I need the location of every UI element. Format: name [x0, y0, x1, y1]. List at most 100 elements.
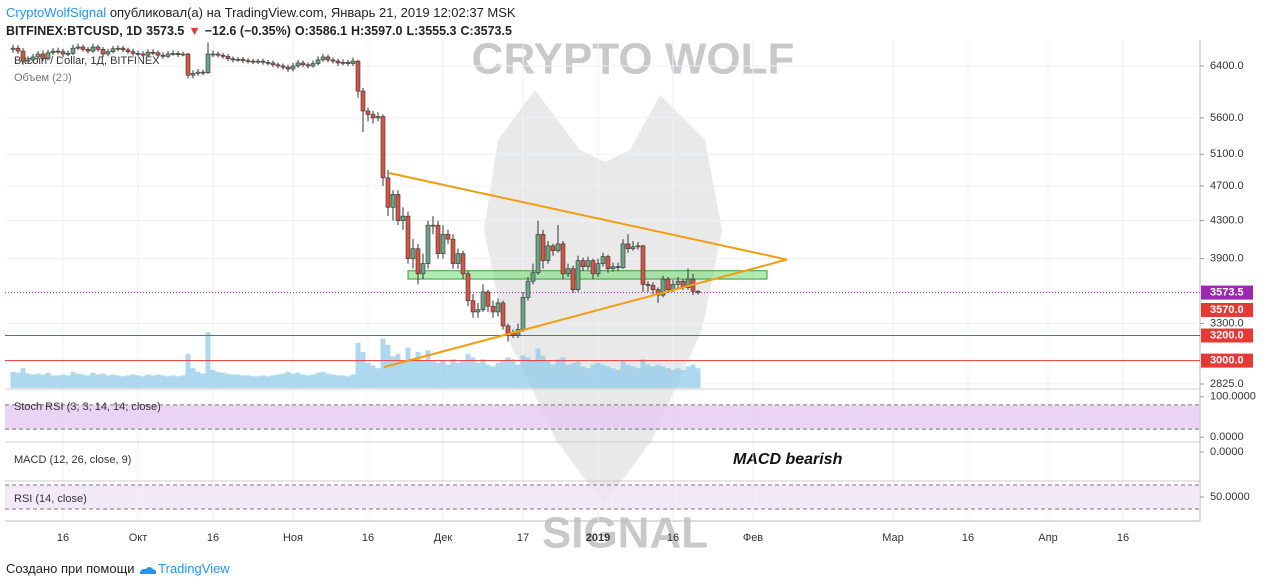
candle-body	[605, 256, 611, 269]
volume-bar	[15, 372, 21, 388]
candle-body	[635, 245, 641, 248]
candle-body	[545, 245, 551, 261]
candle-body	[135, 53, 141, 55]
candle-body	[600, 256, 606, 264]
zone	[407, 270, 768, 280]
candle-body	[420, 263, 426, 275]
candle-body	[305, 64, 311, 67]
candle-body	[190, 73, 196, 76]
candle-body	[315, 59, 321, 64]
volume-bar	[500, 361, 506, 388]
volume-bar	[665, 368, 671, 388]
watermark-logo	[484, 90, 722, 505]
candle-body	[335, 60, 341, 64]
last: 3573.5	[146, 24, 185, 38]
candle-body	[115, 47, 121, 50]
candle-body	[215, 53, 221, 56]
volume-bar	[540, 355, 546, 388]
candle-body	[525, 280, 531, 298]
volume-bar	[580, 366, 586, 388]
candle-body	[290, 65, 296, 70]
volume-bar	[245, 375, 251, 388]
candle-body	[460, 253, 466, 275]
candle-body	[530, 272, 536, 282]
candle-body	[360, 90, 366, 112]
volume-bar	[560, 357, 566, 388]
watermark: SIGNAL	[542, 509, 708, 555]
candle-body	[650, 285, 656, 291]
volume-bar	[685, 366, 691, 388]
volume-bar	[605, 366, 611, 388]
candle-body	[250, 60, 256, 63]
volume-bar	[610, 368, 616, 388]
volume-label: Объем (20)	[14, 72, 72, 84]
ohlc: O:3586.1	[294, 24, 348, 38]
volume-bar	[290, 373, 296, 388]
y-tick-label: 0.0000	[1210, 446, 1244, 458]
author[interactable]: CryptoWolfSignal	[6, 5, 107, 20]
ohlc: C:3573.5	[460, 24, 512, 38]
candle-body	[665, 278, 671, 291]
volume-bar	[25, 373, 31, 388]
candle-body	[110, 48, 116, 52]
volume-bar	[345, 376, 351, 388]
volume-bar	[50, 375, 56, 388]
candle-body	[270, 62, 276, 66]
candle-body	[160, 54, 166, 57]
volume	[10, 332, 701, 388]
volume-bar	[10, 371, 16, 388]
watermark: CRYPTO WOLF	[472, 35, 795, 84]
candle-body	[535, 234, 541, 274]
x-tick-label: 17	[517, 532, 529, 544]
volume-bar	[255, 376, 261, 388]
volume-bar	[455, 362, 461, 388]
volume-bar	[310, 374, 316, 388]
candle-body	[260, 60, 266, 63]
volume-bar	[135, 375, 141, 388]
volume-bar	[350, 374, 356, 388]
volume-bar	[375, 368, 381, 388]
volume-bar	[445, 364, 451, 388]
y-tick-label: 0.0000	[1210, 431, 1244, 443]
candle-body	[660, 278, 666, 296]
volume-bar	[335, 375, 341, 388]
symbol: BITFINEX:BTCUSD, 1D	[6, 24, 143, 38]
volume-bar	[150, 375, 156, 388]
volume-bar	[470, 357, 476, 388]
candle-body	[480, 291, 486, 310]
candle-body	[595, 263, 601, 275]
candle-body	[60, 51, 66, 55]
candle-body	[550, 245, 556, 251]
volume-bar	[220, 372, 226, 388]
candle-body	[140, 53, 146, 56]
volume-bar	[485, 364, 491, 388]
candle-body	[285, 66, 291, 70]
price-tag	[1201, 328, 1253, 343]
pane-label: RSI (14, close)	[14, 493, 87, 505]
chart: CRYPTO WOLF SIGNAL Bitcoin / Dollar, 1Д,…	[5, 35, 1256, 555]
candle-body	[210, 53, 216, 56]
volume-bar	[180, 375, 186, 388]
volume-bar	[625, 364, 631, 388]
candle-body	[130, 51, 136, 54]
alert-tag	[1201, 302, 1253, 317]
volume-bar	[395, 353, 401, 388]
header-line: BITFINEX:BTCUSD, 1D 3573.5 ▼ −12.6 (−0.35%)…	[6, 22, 520, 41]
candle-body	[340, 62, 346, 64]
volume-bar	[170, 375, 176, 388]
volume-bar	[215, 371, 221, 388]
candle-body	[645, 284, 651, 286]
volume-bar	[430, 361, 436, 388]
y-tick-label: 2825.0	[1210, 378, 1244, 390]
alert-tag-label: 3570.0	[1210, 304, 1244, 316]
candle-body	[300, 62, 306, 66]
volume-bar	[285, 371, 291, 388]
candle-body	[265, 62, 271, 64]
volume-bar	[650, 366, 656, 388]
candle-body	[425, 224, 431, 264]
footer-brand[interactable]: TradingView	[158, 561, 230, 576]
volume-bar	[670, 370, 676, 388]
candle-body	[280, 65, 286, 68]
candle-body	[540, 234, 546, 261]
volume-bar	[390, 356, 396, 388]
